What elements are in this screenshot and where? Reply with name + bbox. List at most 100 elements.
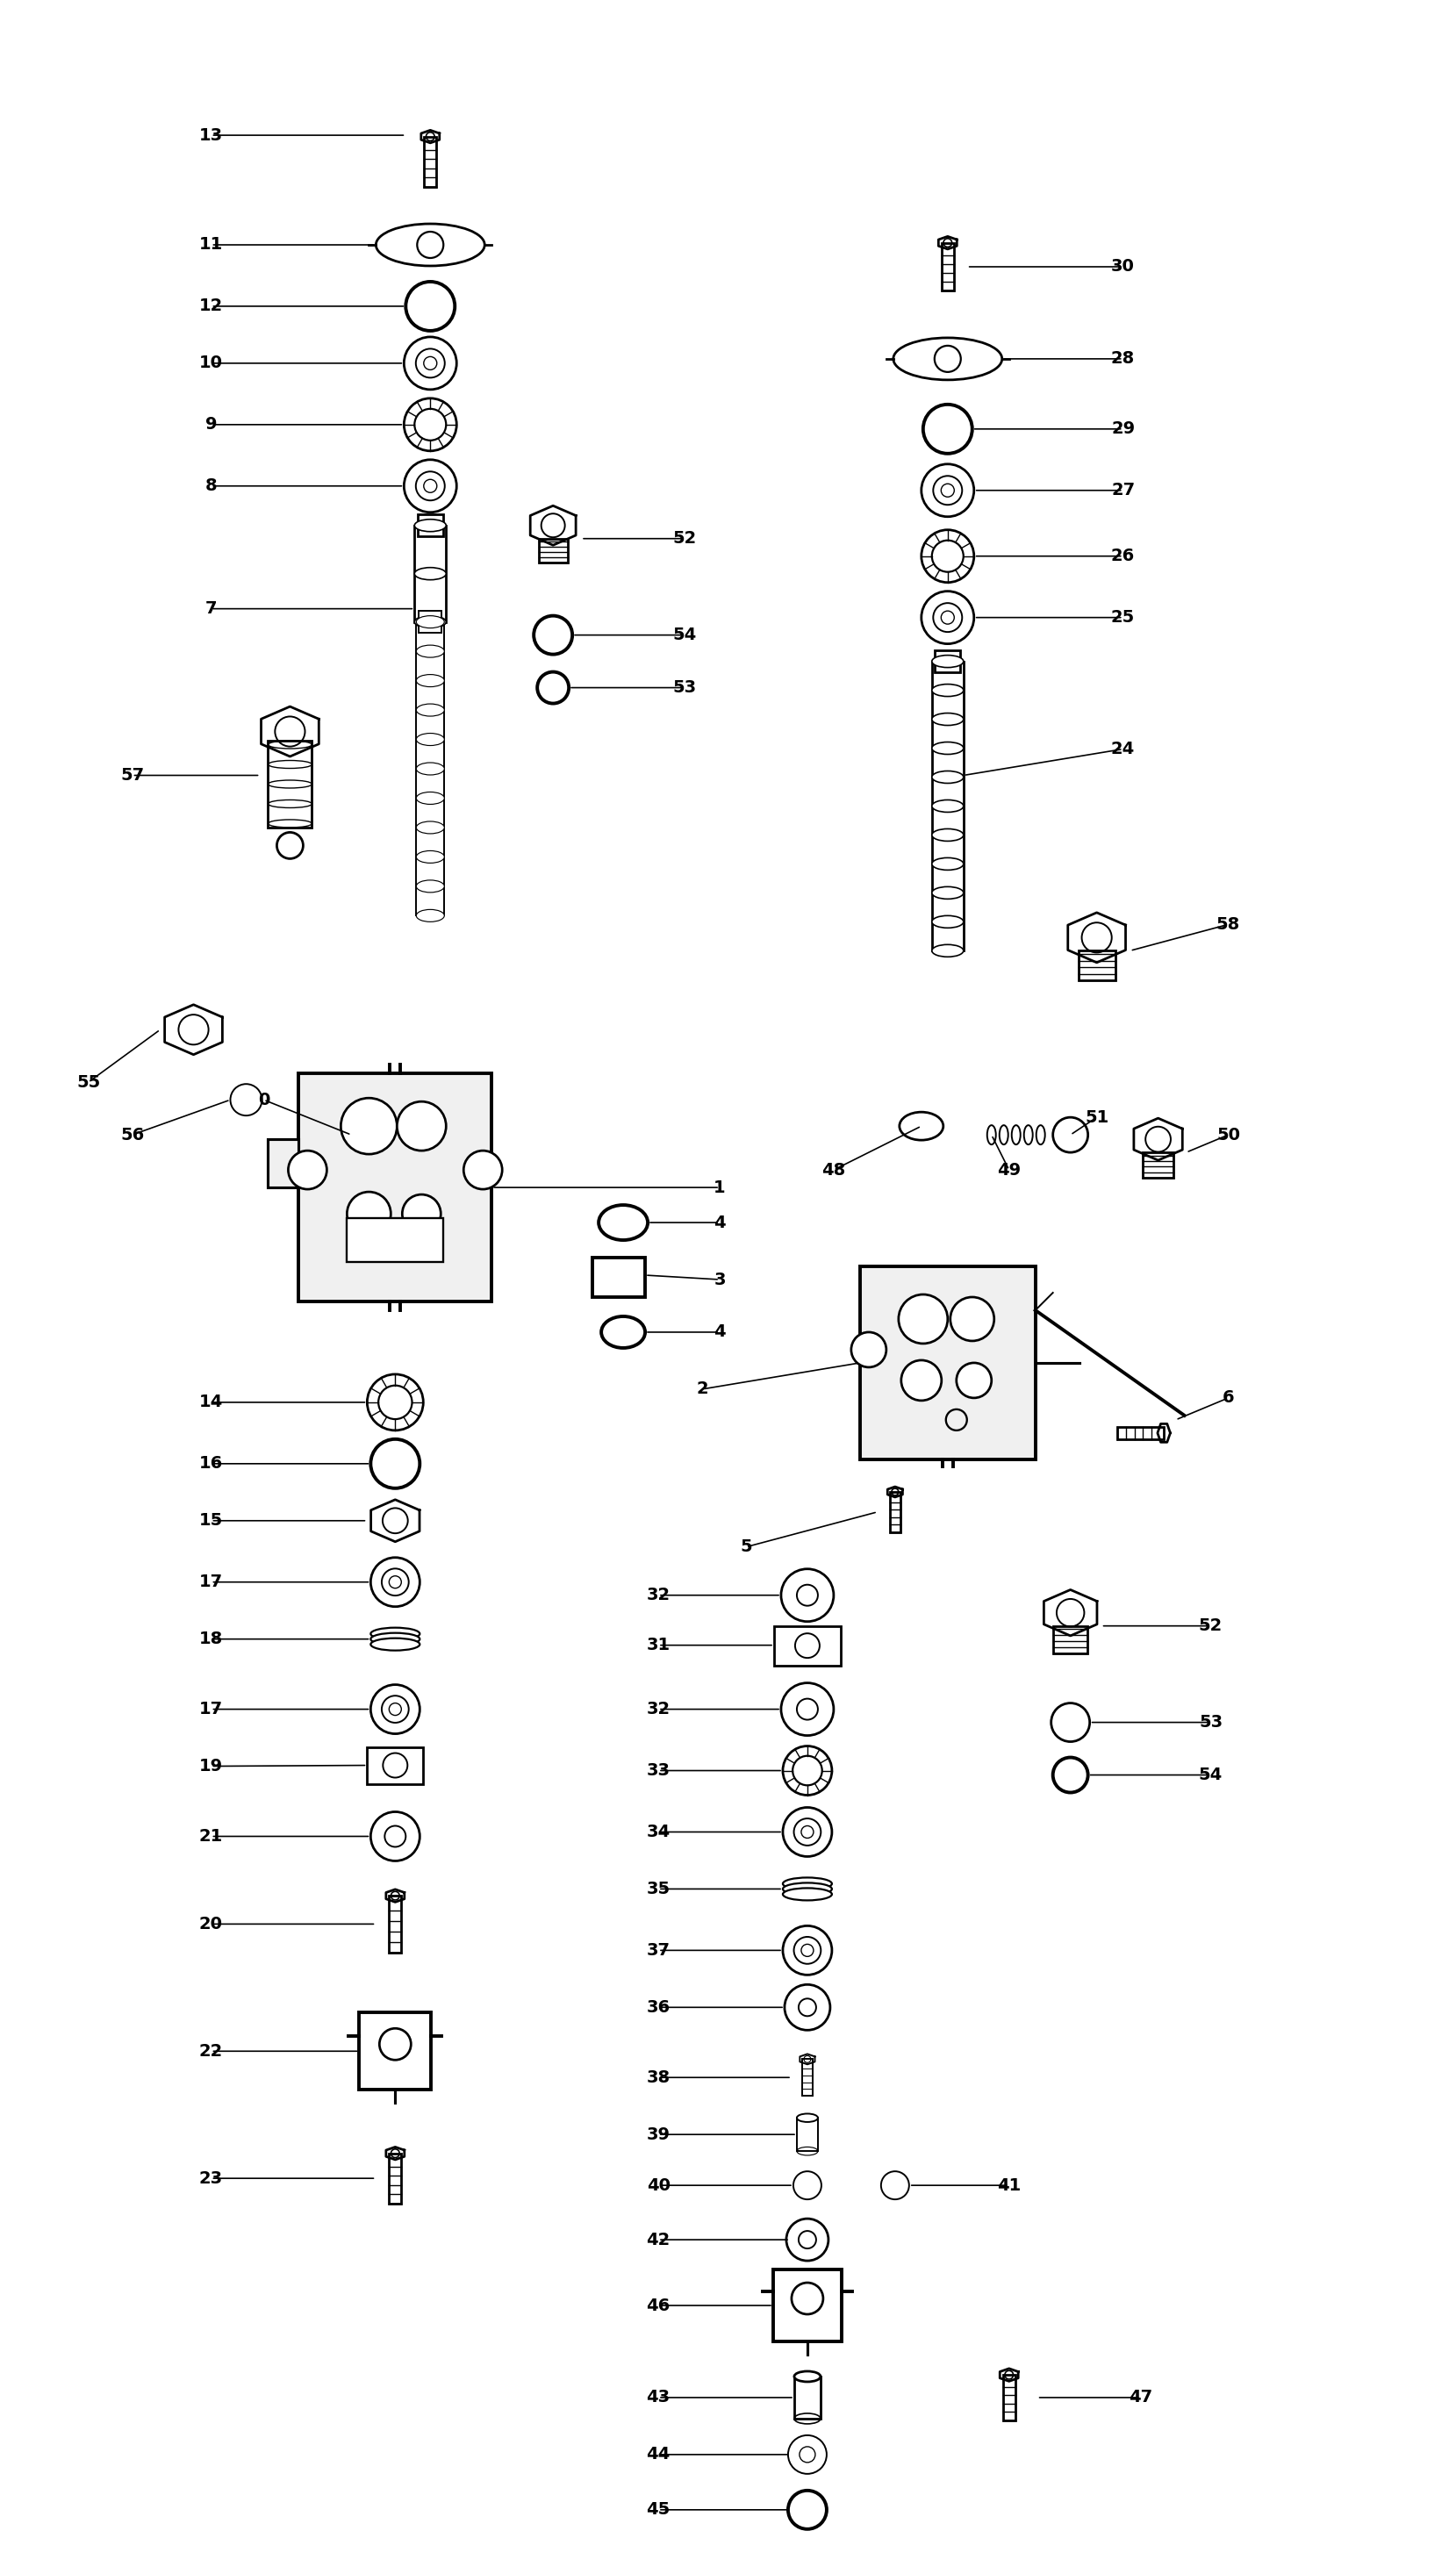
Text: 12: 12	[199, 299, 223, 314]
Text: 0: 0	[258, 1091, 269, 1109]
Circle shape	[402, 1194, 441, 1233]
Text: 34: 34	[646, 1822, 670, 1840]
Ellipse shape	[416, 703, 444, 716]
Text: 47: 47	[1128, 2389, 1153, 2407]
Text: 48: 48	[821, 1161, 846, 1179]
Text: 52: 52	[1198, 1616, 1223, 1634]
Text: 54: 54	[673, 625, 696, 644]
Text: 11: 11	[199, 237, 223, 252]
Circle shape	[922, 530, 974, 582]
Circle shape	[780, 1570, 834, 1622]
Ellipse shape	[376, 224, 485, 265]
Text: 49: 49	[997, 1161, 1021, 1179]
Ellipse shape	[416, 674, 444, 687]
Ellipse shape	[416, 821, 444, 834]
Polygon shape	[799, 2054, 815, 2064]
Ellipse shape	[416, 646, 444, 656]
Circle shape	[957, 1362, 992, 1398]
Circle shape	[898, 1295, 948, 1344]
Circle shape	[788, 2435, 827, 2474]
Polygon shape	[261, 705, 319, 757]
Circle shape	[403, 461, 457, 512]
Ellipse shape	[932, 685, 964, 698]
Text: 27: 27	[1111, 481, 1134, 499]
Ellipse shape	[932, 945, 964, 958]
Text: 17: 17	[199, 1573, 223, 1591]
Text: 3: 3	[713, 1272, 725, 1287]
Polygon shape	[1158, 1423, 1171, 1441]
Circle shape	[347, 1192, 390, 1236]
Polygon shape	[371, 1501, 419, 1542]
Bar	[794, 2376, 821, 2420]
Ellipse shape	[783, 1889, 831, 1900]
Text: 10: 10	[199, 355, 223, 371]
Text: 46: 46	[646, 2296, 670, 2314]
Text: 31: 31	[646, 1637, 670, 1653]
Bar	[539, 538, 568, 561]
Ellipse shape	[796, 2113, 818, 2121]
Text: 42: 42	[646, 2232, 670, 2247]
Ellipse shape	[932, 857, 964, 870]
Text: 26: 26	[1111, 548, 1136, 564]
Bar	[1054, 1627, 1088, 1653]
Polygon shape	[268, 1140, 298, 1187]
Ellipse shape	[932, 656, 964, 667]
Ellipse shape	[416, 762, 444, 775]
Ellipse shape	[932, 772, 964, 782]
Text: 25: 25	[1111, 610, 1136, 625]
Ellipse shape	[416, 734, 444, 746]
Ellipse shape	[415, 520, 446, 533]
Bar	[268, 741, 312, 829]
Ellipse shape	[371, 1632, 419, 1645]
Text: 18: 18	[199, 1632, 223, 1647]
Text: 15: 15	[199, 1514, 223, 1529]
Text: 17: 17	[199, 1701, 223, 1717]
Text: 14: 14	[199, 1395, 223, 1411]
Circle shape	[785, 1985, 830, 2031]
Text: 56: 56	[121, 1127, 144, 1143]
Circle shape	[341, 1099, 397, 1153]
Ellipse shape	[932, 713, 964, 726]
Ellipse shape	[416, 909, 444, 921]
Ellipse shape	[416, 615, 444, 628]
Text: 52: 52	[673, 530, 696, 546]
Circle shape	[397, 1102, 446, 1151]
Text: 50: 50	[1216, 1127, 1241, 1143]
Circle shape	[783, 1807, 831, 1856]
Circle shape	[922, 592, 974, 644]
Ellipse shape	[371, 1637, 419, 1650]
Text: 44: 44	[646, 2445, 670, 2463]
Text: 58: 58	[1216, 916, 1241, 932]
Bar	[1143, 1153, 1174, 1179]
Circle shape	[463, 1151, 502, 1189]
Ellipse shape	[416, 880, 444, 893]
Ellipse shape	[371, 1627, 419, 1640]
Circle shape	[371, 1812, 419, 1861]
Text: 2: 2	[696, 1380, 708, 1398]
Ellipse shape	[783, 1882, 831, 1894]
Text: 32: 32	[646, 1701, 670, 1717]
Text: 29: 29	[1111, 420, 1134, 438]
Polygon shape	[1044, 1591, 1096, 1634]
Circle shape	[783, 1925, 831, 1974]
Circle shape	[367, 1375, 424, 1431]
Text: 43: 43	[646, 2389, 670, 2407]
Circle shape	[403, 337, 457, 389]
Text: 36: 36	[646, 2000, 670, 2015]
Circle shape	[780, 1683, 834, 1735]
Ellipse shape	[415, 615, 446, 628]
Circle shape	[935, 345, 961, 373]
Text: 35: 35	[646, 1882, 670, 1897]
Text: 24: 24	[1111, 741, 1136, 757]
Ellipse shape	[416, 793, 444, 803]
Bar	[890, 1493, 900, 1532]
Bar	[593, 1259, 645, 1297]
Bar	[360, 2013, 431, 2090]
Text: 33: 33	[646, 1763, 670, 1779]
Text: 23: 23	[199, 2170, 223, 2188]
Text: 57: 57	[121, 767, 144, 782]
Ellipse shape	[932, 885, 964, 898]
Polygon shape	[165, 1004, 223, 1055]
Ellipse shape	[932, 829, 964, 842]
Text: 55: 55	[76, 1073, 100, 1091]
